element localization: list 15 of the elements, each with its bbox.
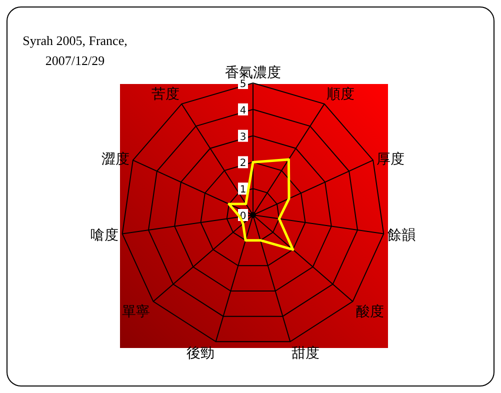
y-tick-label: 4 <box>240 105 246 116</box>
chart-title: Syrah 2005, France, 2007/12/29 <box>22 33 128 68</box>
y-tick-label: 5 <box>240 79 246 90</box>
spoke-label: 單寧 <box>122 304 150 320</box>
spoke-label: 酸度 <box>356 304 384 320</box>
spoke-label: 嗆度 <box>90 227 118 244</box>
spoke-label: 後勁 <box>186 345 215 362</box>
y-tick-label: 1 <box>240 184 246 196</box>
spoke-label: 甜度 <box>291 345 320 362</box>
spoke-label: 香氣濃度 <box>225 65 281 81</box>
spoke-label: 苦度 <box>151 86 180 103</box>
y-tick-label: 0 <box>240 211 246 222</box>
y-tick-label: 2 <box>240 158 246 170</box>
spoke-label: 順度 <box>326 86 355 103</box>
y-tick-label: 3 <box>240 132 246 143</box>
